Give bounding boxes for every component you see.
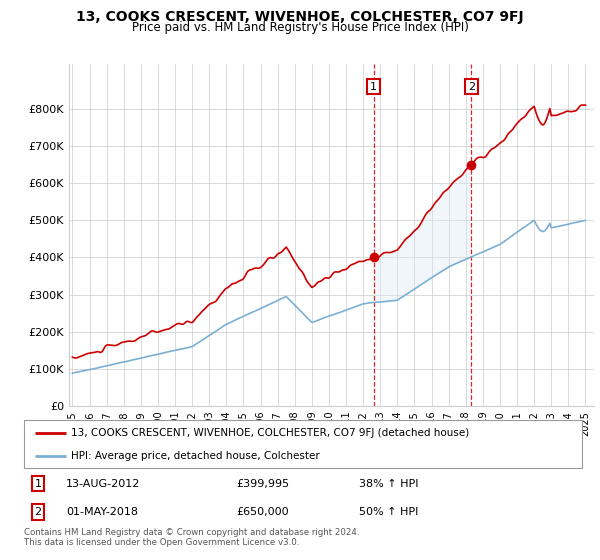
Text: 2: 2 xyxy=(34,507,41,517)
Text: Contains HM Land Registry data © Crown copyright and database right 2024.: Contains HM Land Registry data © Crown c… xyxy=(24,528,359,537)
Text: 50% ↑ HPI: 50% ↑ HPI xyxy=(359,507,418,517)
Text: 13, COOKS CRESCENT, WIVENHOE, COLCHESTER, CO7 9FJ: 13, COOKS CRESCENT, WIVENHOE, COLCHESTER… xyxy=(76,10,524,24)
Text: 38% ↑ HPI: 38% ↑ HPI xyxy=(359,479,418,489)
Text: 01-MAY-2018: 01-MAY-2018 xyxy=(66,507,138,517)
Text: Price paid vs. HM Land Registry's House Price Index (HPI): Price paid vs. HM Land Registry's House … xyxy=(131,21,469,34)
Text: HPI: Average price, detached house, Colchester: HPI: Average price, detached house, Colc… xyxy=(71,451,320,461)
FancyBboxPatch shape xyxy=(24,420,582,468)
Text: £650,000: £650,000 xyxy=(236,507,289,517)
Text: This data is licensed under the Open Government Licence v3.0.: This data is licensed under the Open Gov… xyxy=(24,538,299,547)
Text: 1: 1 xyxy=(34,479,41,489)
Text: 13-AUG-2012: 13-AUG-2012 xyxy=(66,479,140,489)
Text: 13, COOKS CRESCENT, WIVENHOE, COLCHESTER, CO7 9FJ (detached house): 13, COOKS CRESCENT, WIVENHOE, COLCHESTER… xyxy=(71,428,470,438)
Text: £399,995: £399,995 xyxy=(236,479,289,489)
Text: 2: 2 xyxy=(468,82,475,92)
Text: 1: 1 xyxy=(370,82,377,92)
